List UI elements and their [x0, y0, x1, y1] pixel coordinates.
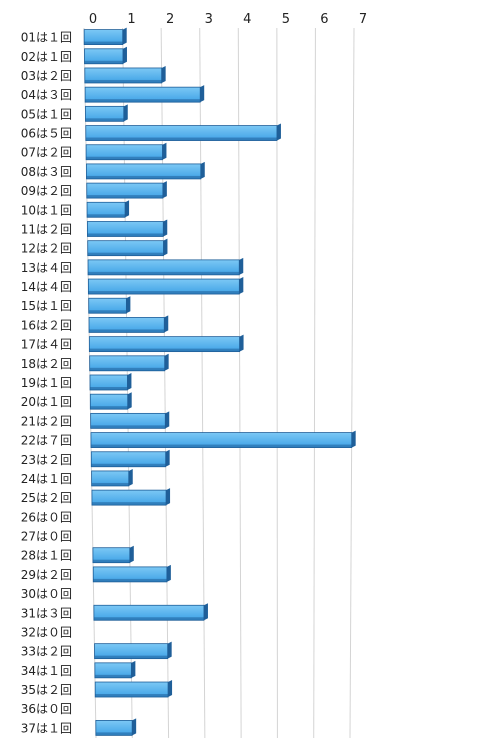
category-label: 36は０回 — [21, 702, 72, 716]
category-label: 20は１回 — [21, 395, 72, 409]
category-label: 14は４回 — [21, 280, 72, 294]
category-label: 18は２回 — [21, 357, 72, 371]
x-tick-label: 2 — [166, 12, 174, 27]
bar — [90, 411, 170, 429]
category-label: 26は０回 — [21, 510, 72, 524]
x-tick-label: 4 — [243, 12, 251, 27]
category-labels: 01は１回 02は１回 03は２回 04は３回 05は１回 06は５回 07は２回 08は３回… — [21, 31, 72, 736]
x-tick-label: 5 — [282, 12, 290, 27]
category-label: 31は３回 — [21, 606, 72, 620]
bar — [88, 296, 131, 314]
bar — [84, 65, 166, 84]
category-label: 03は２回 — [21, 69, 72, 83]
category-label: 34は１回 — [21, 664, 72, 678]
bar — [83, 27, 127, 45]
bar — [86, 181, 167, 199]
category-label: 16は２回 — [21, 318, 72, 332]
category-label: 35は２回 — [21, 683, 72, 697]
bar — [94, 660, 136, 679]
category-label: 02は１回 — [21, 50, 72, 64]
bar — [87, 219, 168, 237]
category-label: 06は５回 — [21, 127, 72, 141]
bar — [86, 161, 205, 180]
x-tick-label: 7 — [359, 12, 367, 27]
bar — [85, 104, 128, 122]
bar — [94, 641, 172, 660]
category-label: 11は２回 — [21, 222, 72, 236]
bar — [90, 430, 356, 448]
category-label: 22は７回 — [21, 434, 72, 448]
category-label: 25は２回 — [21, 491, 72, 505]
bar — [84, 46, 127, 65]
category-label: 37は１回 — [21, 721, 72, 735]
category-label: 28は１回 — [21, 549, 72, 563]
category-label: 01は１回 — [21, 31, 72, 45]
bar — [84, 85, 205, 103]
bar — [92, 545, 134, 564]
category-label: 30は０回 — [21, 587, 72, 601]
bar — [86, 200, 130, 218]
bar — [95, 718, 137, 736]
category-label: 09は２回 — [21, 184, 72, 198]
category-label: 07は２回 — [21, 146, 72, 160]
category-label: 04は３回 — [21, 88, 72, 102]
bar — [93, 603, 208, 621]
x-tick-label: 1 — [127, 12, 135, 27]
bar — [89, 392, 132, 410]
bars — [83, 27, 356, 736]
bar — [87, 277, 244, 295]
category-label: 27は０回 — [21, 530, 72, 544]
category-label: 32は０回 — [21, 625, 72, 639]
category-label: 15は１回 — [21, 299, 72, 313]
bar — [85, 123, 281, 141]
bar — [92, 564, 171, 583]
x-tick-label: 3 — [205, 12, 213, 27]
grid-line-6 — [313, 27, 316, 739]
bar — [89, 353, 169, 372]
bar — [87, 238, 168, 257]
grid-line-4 — [237, 27, 242, 739]
category-label: 33は２回 — [21, 645, 72, 659]
category-label: 19は１回 — [21, 376, 72, 390]
x-axis-ticks: 0 1 2 3 4 5 6 7 — [89, 12, 367, 27]
bar — [88, 315, 169, 333]
bar — [85, 142, 167, 161]
category-label: 24は１回 — [21, 472, 72, 486]
bar — [94, 680, 173, 698]
bar — [91, 488, 171, 506]
category-label: 21は２回 — [21, 414, 72, 428]
bar — [90, 449, 170, 468]
x-tick-label: 6 — [320, 12, 328, 27]
category-label: 05は１回 — [21, 107, 72, 121]
grid-line-5 — [276, 27, 278, 739]
category-label: 13は４回 — [21, 261, 72, 275]
category-label: 10は１回 — [21, 203, 72, 217]
bar — [91, 468, 133, 487]
x-tick-label: 0 — [89, 12, 97, 27]
category-label: 29は２回 — [21, 568, 72, 582]
category-label: 23は２回 — [21, 453, 72, 467]
category-label: 08は３回 — [21, 165, 72, 179]
bar — [88, 334, 244, 353]
category-label: 17は４回 — [21, 338, 72, 352]
grid-line-7 — [349, 27, 355, 739]
category-label: 12は２回 — [21, 242, 72, 256]
bar — [89, 373, 132, 391]
bar — [87, 257, 244, 276]
